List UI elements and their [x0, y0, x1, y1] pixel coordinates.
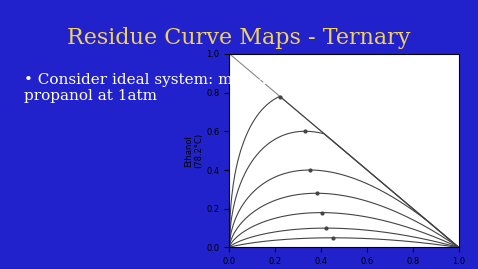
Y-axis label: Ethanol
(78.2°C): Ethanol (78.2°C)	[185, 133, 204, 168]
Text: Residue Curve Maps - Ternary: Residue Curve Maps - Ternary	[67, 27, 411, 49]
Text: • Consider ideal system: methanol – ethanol – n-
propanol at 1atm: • Consider ideal system: methanol – etha…	[24, 73, 398, 103]
